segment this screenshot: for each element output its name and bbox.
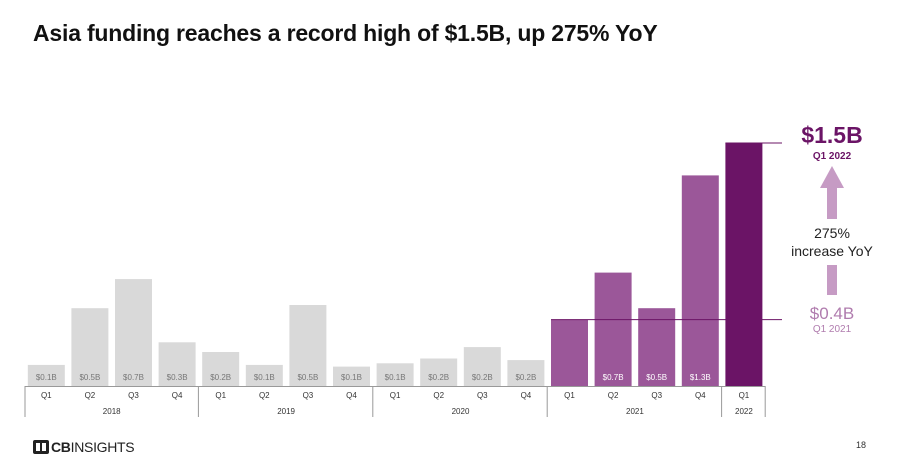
x-tick-label-quarter: Q1 — [564, 391, 575, 400]
bar — [420, 358, 458, 386]
bar — [158, 342, 196, 386]
bar-data-label: $0.1B — [36, 373, 57, 382]
bar-data-label: $0.2B — [428, 373, 449, 382]
x-tick-label-quarter: Q3 — [651, 391, 662, 400]
bar-data-label: $1.3B — [690, 373, 711, 382]
bar — [594, 272, 632, 386]
annotation-layer: $1.5B Q1 2022 275% increase YoY $0.4B Q1… — [551, 122, 874, 335]
bar — [725, 143, 763, 386]
arrow-shaft-lower — [827, 265, 837, 295]
logo-text: INSIGHTS — [70, 439, 135, 455]
chart-title: Asia funding reaches a record high of $1… — [33, 20, 658, 46]
x-tick-label-quarter: Q3 — [128, 391, 139, 400]
bar-data-label: $0.2B — [210, 373, 231, 382]
bar — [245, 364, 283, 386]
cbinsights-logo: CBINSIGHTS — [33, 438, 135, 456]
annotation-base-value: $0.4B — [810, 304, 854, 323]
x-tick-label-quarter: Q1 — [41, 391, 52, 400]
x-tick-label-quarter: Q3 — [477, 391, 488, 400]
x-tick-label-quarter: Q2 — [259, 391, 270, 400]
bar-data-label: $0.2B — [472, 373, 493, 382]
bar — [333, 366, 370, 386]
page-number: 18 — [855, 440, 866, 450]
x-tick-label-quarter: Q1 — [215, 391, 226, 400]
x-tick-label-quarter: Q4 — [521, 391, 532, 400]
x-tick-label-quarter: Q2 — [85, 391, 96, 400]
bar-data-label: $0.7B — [603, 373, 624, 382]
bar — [115, 279, 152, 386]
bars-layer: $0.1B $0.5B $0.7B $0.3B $0.2B $0.1B $0.5B $0.1B… — [27, 143, 763, 386]
bar-data-label: $0.2B — [515, 373, 536, 382]
bar — [289, 305, 327, 386]
x-tick-label-quarter: Q1 — [390, 391, 401, 400]
bar-data-label: $0.5B — [646, 373, 667, 382]
bar — [463, 347, 501, 386]
bar-data-label: $0.1B — [254, 373, 275, 382]
bar-data-label: $0.7B — [123, 373, 144, 382]
bar-data-label: $0.5B — [79, 373, 100, 382]
bar-data-label: $0.1B — [385, 373, 406, 382]
bar-data-label: $0.1B — [341, 373, 362, 382]
x-axis: Q1 Q2 Q3 Q4 Q1 Q2 Q3 Q4 Q1 Q2 Q3 Q4 Q1 Q2 Q3 Q4 Q1 2018 20… — [24, 386, 766, 417]
annotation-base-period: Q1 2021 — [813, 324, 852, 335]
bar — [27, 364, 65, 386]
x-tick-label-quarter: Q4 — [346, 391, 357, 400]
bar — [681, 175, 719, 386]
x-tick-label-quarter: Q4 — [695, 391, 706, 400]
x-tick-label-year: 2019 — [277, 407, 295, 416]
x-tick-label-year: 2022 — [735, 407, 753, 416]
bar — [507, 360, 545, 386]
annotation-change-percent: 275% — [814, 225, 850, 241]
x-tick-label-quarter: Q1 — [739, 391, 750, 400]
bar — [638, 308, 676, 386]
annotation-change-text: increase YoY — [791, 243, 873, 259]
cbinsights-logo-icon — [33, 440, 49, 454]
bar-data-label: $0.3B — [167, 373, 188, 382]
x-tick-label-quarter: Q2 — [608, 391, 619, 400]
logo-bold-text: CB — [51, 439, 71, 455]
bar — [376, 363, 414, 386]
bar — [551, 319, 588, 386]
x-tick-label-year: 2018 — [103, 407, 121, 416]
bar-data-label: $0.5B — [297, 373, 318, 382]
annotation-high-value: $1.5B — [801, 122, 862, 148]
bar — [71, 308, 109, 386]
arrow-up-icon — [820, 166, 844, 188]
x-tick-label-year: 2021 — [626, 407, 644, 416]
bar — [202, 352, 240, 386]
x-tick-label-quarter: Q2 — [433, 391, 444, 400]
arrow-shaft-upper — [827, 187, 837, 219]
annotation-high-period: Q1 2022 — [813, 151, 852, 162]
x-tick-label-quarter: Q4 — [172, 391, 183, 400]
x-tick-label-quarter: Q3 — [303, 391, 314, 400]
x-tick-label-year: 2020 — [452, 407, 470, 416]
